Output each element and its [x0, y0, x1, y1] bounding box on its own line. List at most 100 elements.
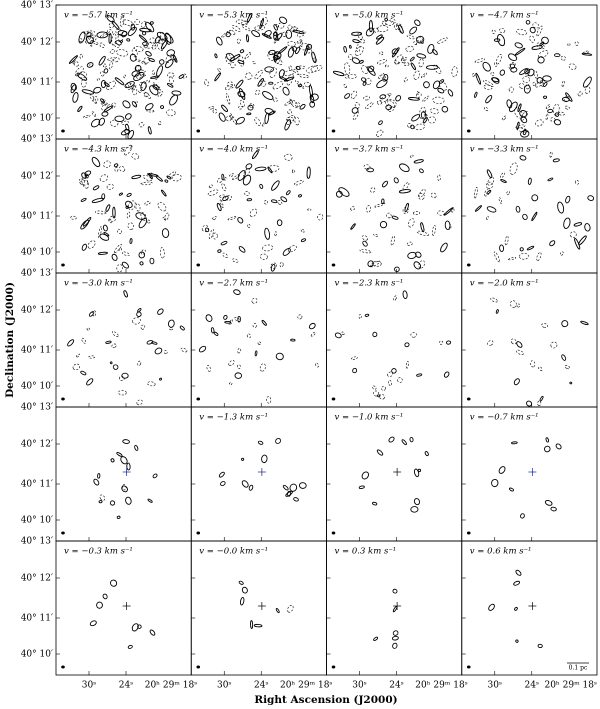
- contour: [289, 98, 294, 106]
- contour: [577, 91, 583, 97]
- contour: [440, 242, 448, 253]
- contour: [237, 348, 242, 354]
- contour: [271, 180, 280, 191]
- contour: [121, 484, 127, 491]
- contour: [137, 308, 142, 313]
- contour: [264, 30, 272, 37]
- contour: [83, 30, 95, 35]
- contour: [257, 78, 264, 87]
- contour: [416, 92, 422, 98]
- contour: [290, 338, 296, 342]
- contour: [420, 72, 428, 78]
- contour: [310, 332, 316, 337]
- contour: [300, 228, 305, 233]
- contour: [384, 17, 388, 22]
- contour: [519, 247, 524, 252]
- contour: [238, 105, 243, 110]
- contour: [543, 81, 548, 87]
- channel-label: v = −4.3 km s⁻¹: [64, 145, 133, 155]
- contour: [574, 237, 581, 250]
- beam: [466, 129, 471, 133]
- contour: [474, 91, 478, 98]
- contour: [89, 34, 97, 42]
- contour: [584, 223, 591, 232]
- contour: [246, 112, 252, 116]
- beam: [466, 665, 471, 669]
- contour: [393, 60, 400, 65]
- contour: [147, 498, 153, 503]
- contour: [114, 115, 125, 123]
- contour: [350, 206, 356, 211]
- panel-frame: [55, 138, 192, 274]
- contour: [541, 36, 549, 45]
- contour: [98, 225, 102, 239]
- contour: [309, 94, 315, 104]
- contour: [167, 319, 175, 328]
- contour: [545, 437, 550, 443]
- beam: [331, 531, 336, 535]
- contour: [391, 635, 399, 641]
- contour: [228, 360, 235, 366]
- contour: [490, 71, 495, 77]
- contour: [249, 103, 255, 109]
- contour: [224, 84, 236, 90]
- contour: [108, 32, 112, 44]
- contour: [237, 315, 241, 323]
- contour: [121, 120, 130, 126]
- contour: [300, 39, 303, 48]
- contour: [511, 441, 518, 445]
- contour: [372, 501, 378, 506]
- contour: [245, 163, 253, 170]
- contour: [101, 103, 108, 111]
- contour: [522, 76, 530, 83]
- contour: [241, 457, 245, 461]
- contour: [420, 111, 427, 120]
- contour: [352, 367, 358, 374]
- contour: [351, 31, 363, 36]
- contour: [136, 399, 143, 406]
- contour: [306, 43, 313, 50]
- contour: [527, 68, 535, 77]
- contour: [407, 97, 420, 101]
- contour: [103, 232, 110, 237]
- contour: [514, 606, 518, 611]
- y-tick-label: 40° 12′: [21, 306, 53, 316]
- contour: [533, 70, 539, 79]
- contour: [437, 87, 445, 94]
- contour: [245, 72, 253, 80]
- scale-bar-label: 0.1 pc: [569, 665, 588, 672]
- contour: [355, 44, 361, 53]
- contour: [206, 365, 211, 372]
- contour: [373, 233, 378, 237]
- contour: [306, 48, 312, 54]
- contour: [522, 129, 527, 136]
- contour: [126, 211, 131, 219]
- contour: [406, 34, 415, 40]
- contour: [516, 121, 520, 130]
- contour: [288, 245, 297, 253]
- contour: [295, 80, 305, 89]
- contour: [221, 104, 228, 113]
- contour: [125, 205, 129, 209]
- channel-label: v = −5.0 km s⁻¹: [335, 11, 404, 21]
- contour: [146, 173, 159, 177]
- contour: [287, 24, 293, 30]
- contour: [253, 623, 263, 628]
- contour: [274, 231, 278, 236]
- contour: [537, 400, 542, 406]
- contour: [79, 53, 83, 59]
- contour: [219, 198, 224, 209]
- beam: [331, 263, 336, 267]
- contour: [67, 339, 75, 347]
- contour: [535, 119, 544, 127]
- contour: [388, 379, 392, 387]
- contour: [154, 347, 163, 355]
- contour: [561, 80, 565, 87]
- contour: [351, 57, 360, 64]
- contour: [574, 41, 579, 46]
- contour: [296, 39, 303, 44]
- contour: [247, 104, 254, 111]
- contour: [359, 249, 372, 254]
- contour: [432, 96, 445, 104]
- contour: [499, 244, 505, 253]
